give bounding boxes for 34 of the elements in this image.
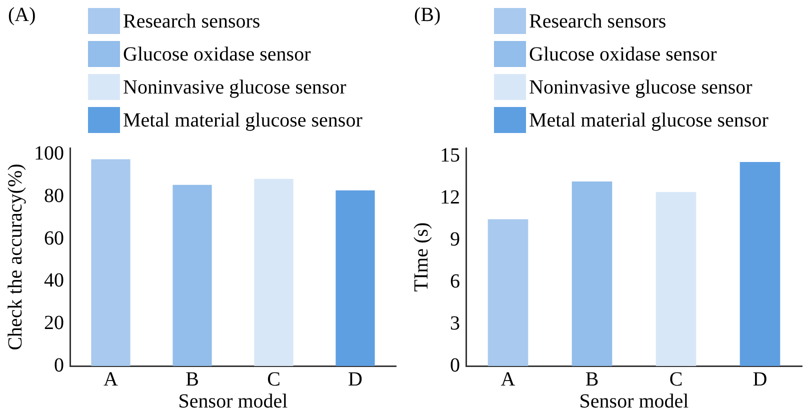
x-tick-label: C xyxy=(669,368,683,390)
y-tick-label: 80 xyxy=(44,184,64,207)
y-tick-label: 15 xyxy=(440,144,460,167)
y-tick-label: 9 xyxy=(450,228,460,250)
y-tick-label: 0 xyxy=(450,354,460,376)
y-tick-label: 20 xyxy=(44,312,64,334)
x-axis-title: Sensor model xyxy=(579,390,690,412)
legend-label: Glucose oxidase sensor xyxy=(123,43,312,66)
chart-title: (B) xyxy=(414,4,441,27)
legend-label: Noninvasive glucose sensor xyxy=(529,76,753,98)
x-tick-label: D xyxy=(348,368,362,390)
y-tick-label: 0 xyxy=(54,354,64,376)
x-tick-label: B xyxy=(186,368,199,390)
y-tick-label: 12 xyxy=(440,186,460,209)
x-tick-label: A xyxy=(104,368,119,390)
y-tick-label: 60 xyxy=(44,227,64,250)
x-tick-label: B xyxy=(585,368,599,390)
y-tick-label: 6 xyxy=(450,270,460,292)
x-tick-label: A xyxy=(500,368,516,390)
y-axis-title: TIme (s) xyxy=(410,222,432,292)
x-tick-label: D xyxy=(752,368,768,390)
y-tick-label: 3 xyxy=(450,312,460,334)
x-tick-label: C xyxy=(267,368,280,390)
legend-label: Glucose oxidase sensor xyxy=(529,43,718,66)
x-axis-title: Sensor model xyxy=(178,390,288,412)
legend-label: Research sensors xyxy=(123,10,260,32)
y-tick-label: 40 xyxy=(44,270,64,292)
legend-label: Metal material glucose sensor xyxy=(123,109,363,132)
y-tick-label: 100 xyxy=(34,142,64,165)
chart-title: (A) xyxy=(8,4,36,27)
y-axis-title: Check the accuracy(%) xyxy=(4,164,26,350)
legend-label: Metal material glucose sensor xyxy=(529,109,769,132)
legend-label: Noninvasive glucose sensor xyxy=(123,76,347,98)
legend-label: Research sensors xyxy=(529,10,666,32)
